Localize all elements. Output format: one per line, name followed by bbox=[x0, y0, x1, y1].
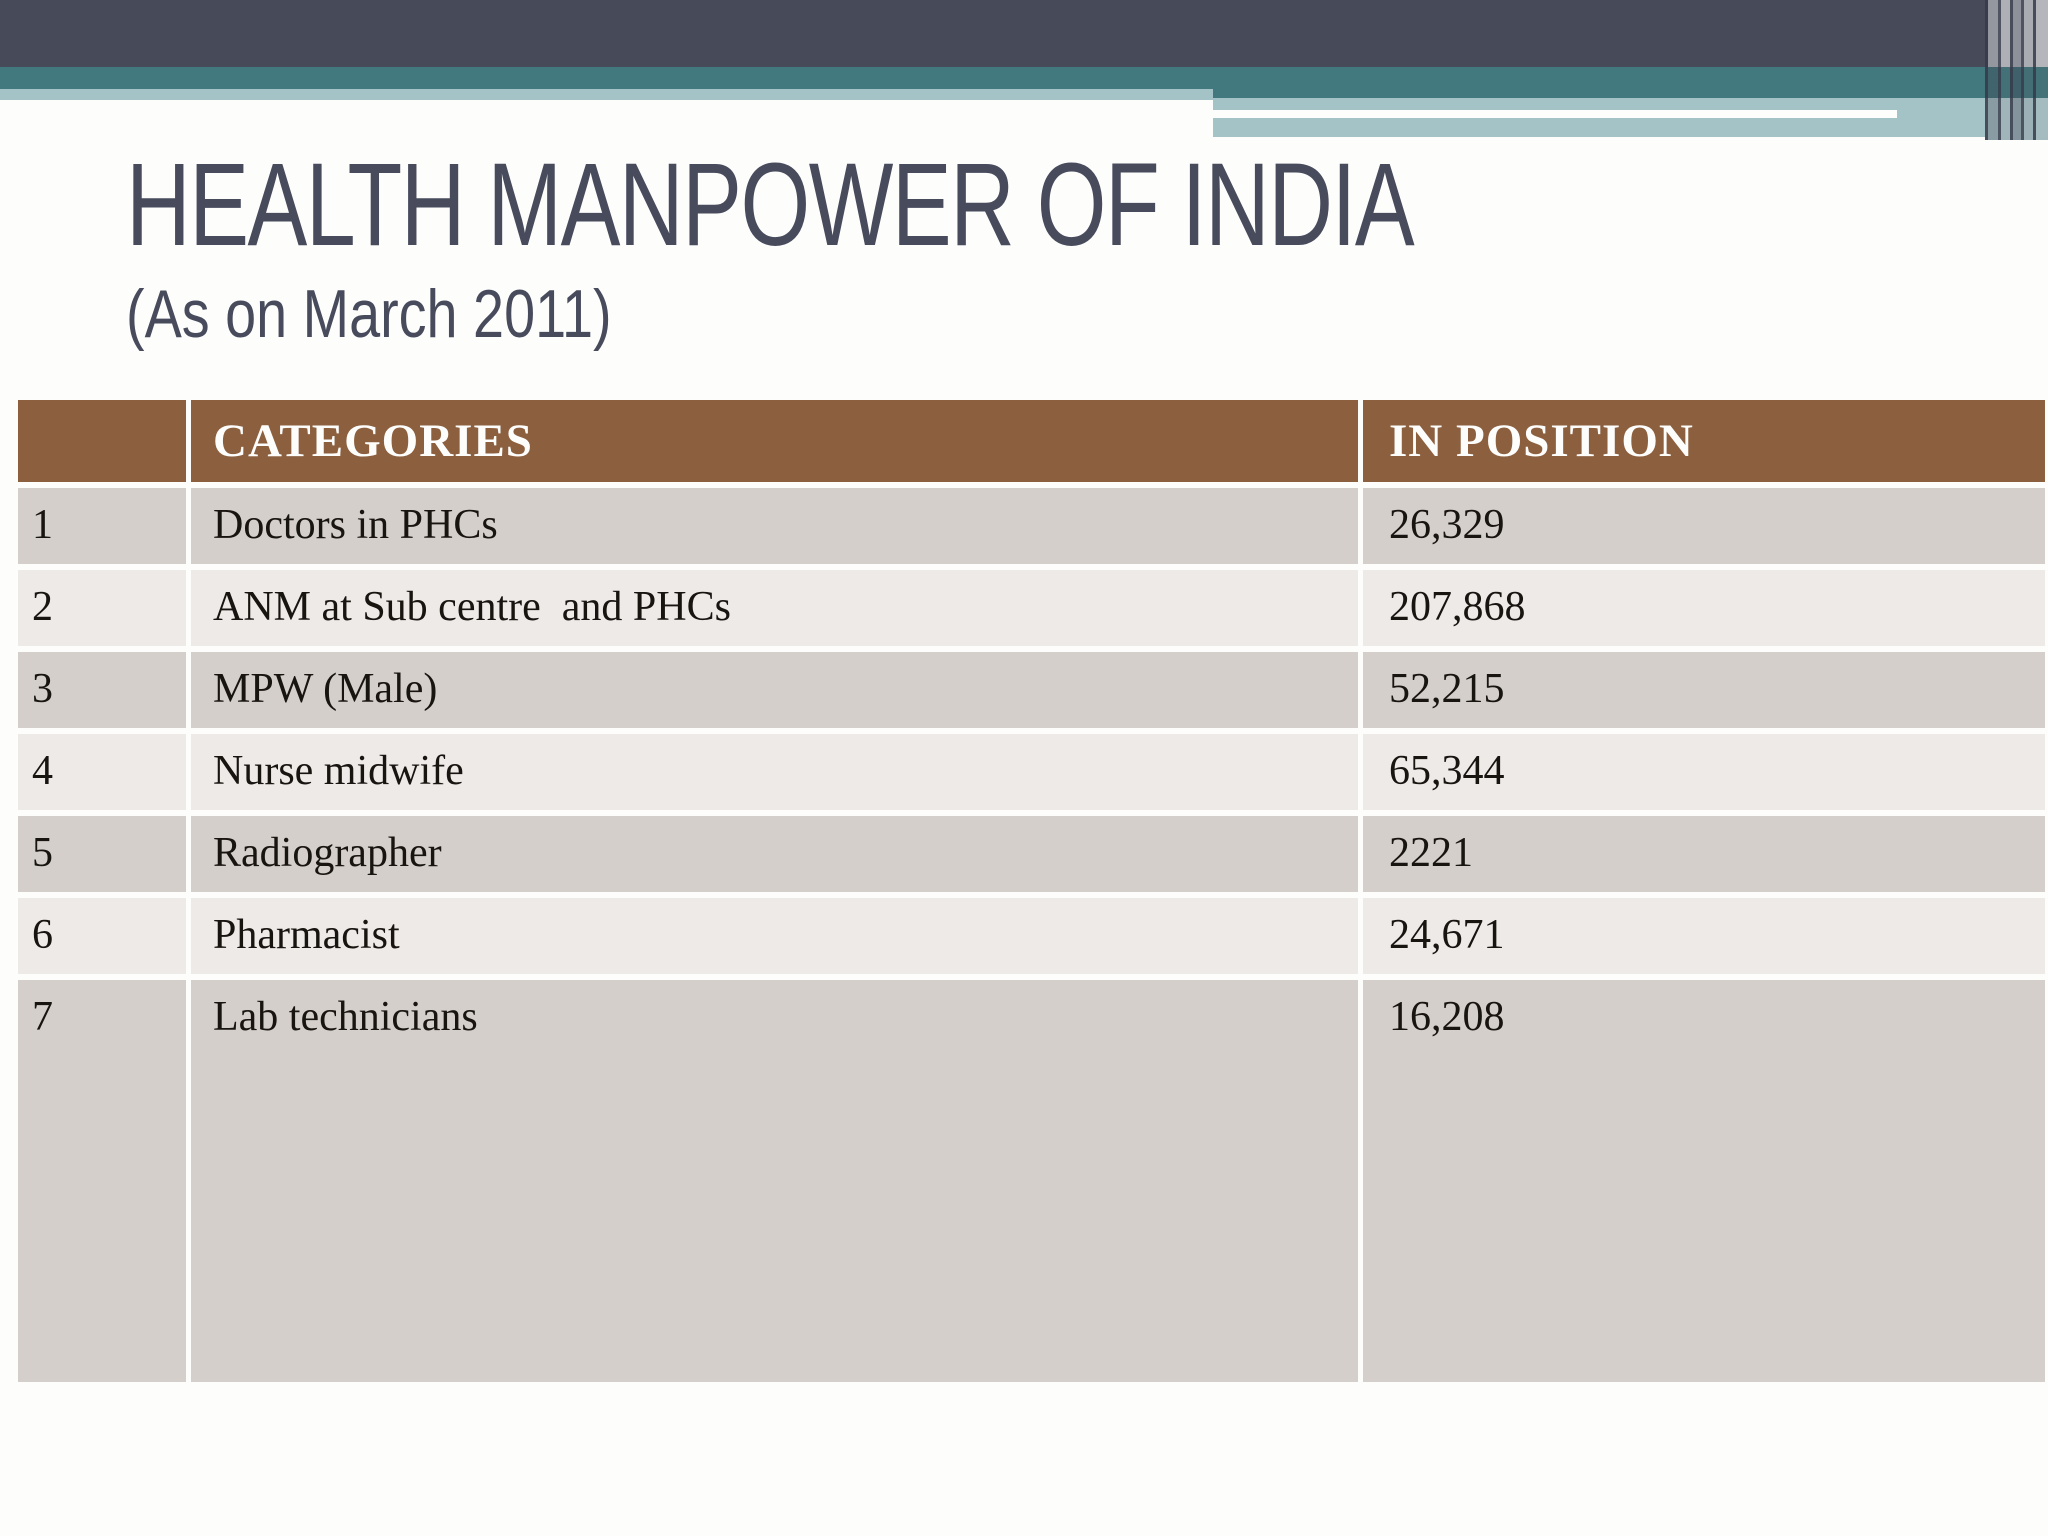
table-row-2-category: ANM at Sub centre and PHCs bbox=[191, 570, 1358, 646]
header-cell-index bbox=[18, 400, 186, 482]
table-row-3-value: 52,215 bbox=[1363, 652, 2045, 728]
table-row-4-category: Nurse midwife bbox=[191, 734, 1358, 810]
table-row-2-value: 207,868 bbox=[1363, 570, 2045, 646]
header-cell-categories: CATEGORIES bbox=[191, 400, 1358, 482]
banner-dark-bar bbox=[0, 0, 1988, 67]
table-row-5-no: 5 bbox=[18, 816, 186, 892]
header-cell-in-position: IN POSITION bbox=[1363, 400, 2045, 482]
health-manpower-table: CATEGORIES IN POSITION 1 Doctors in PHCs… bbox=[18, 400, 2045, 1382]
table-row-5-value: 2221 bbox=[1363, 816, 2045, 892]
banner-vertical-stripes bbox=[1985, 0, 2048, 140]
page-subtitle: (As on March 2011) bbox=[126, 276, 612, 352]
table-row-4-value: 65,344 bbox=[1363, 734, 2045, 810]
table-row-7-no: 7 bbox=[18, 980, 186, 1382]
table-row-3-no: 3 bbox=[18, 652, 186, 728]
table-row-1-category: Doctors in PHCs bbox=[191, 488, 1358, 564]
table-row-1-no: 1 bbox=[18, 488, 186, 564]
table-row-5-category: Radiographer bbox=[191, 816, 1358, 892]
banner-light-teal-left bbox=[0, 89, 1213, 100]
table-row-6-no: 6 bbox=[18, 898, 186, 974]
table-row-2-no: 2 bbox=[18, 570, 186, 646]
table-row-4-no: 4 bbox=[18, 734, 186, 810]
table-row-6-category: Pharmacist bbox=[191, 898, 1358, 974]
banner-teal-extension bbox=[1213, 67, 2048, 98]
page-title: HEALTH MANPOWER OF INDIA bbox=[126, 139, 1415, 271]
table-row-7-category: Lab technicians bbox=[191, 980, 1358, 1382]
table-row-7-value: 16,208 bbox=[1363, 980, 2045, 1382]
table-row-1-value: 26,329 bbox=[1363, 488, 2045, 564]
banner-white-stripe bbox=[1213, 110, 1897, 118]
table-row-3-category: MPW (Male) bbox=[191, 652, 1358, 728]
table-row-6-value: 24,671 bbox=[1363, 898, 2045, 974]
